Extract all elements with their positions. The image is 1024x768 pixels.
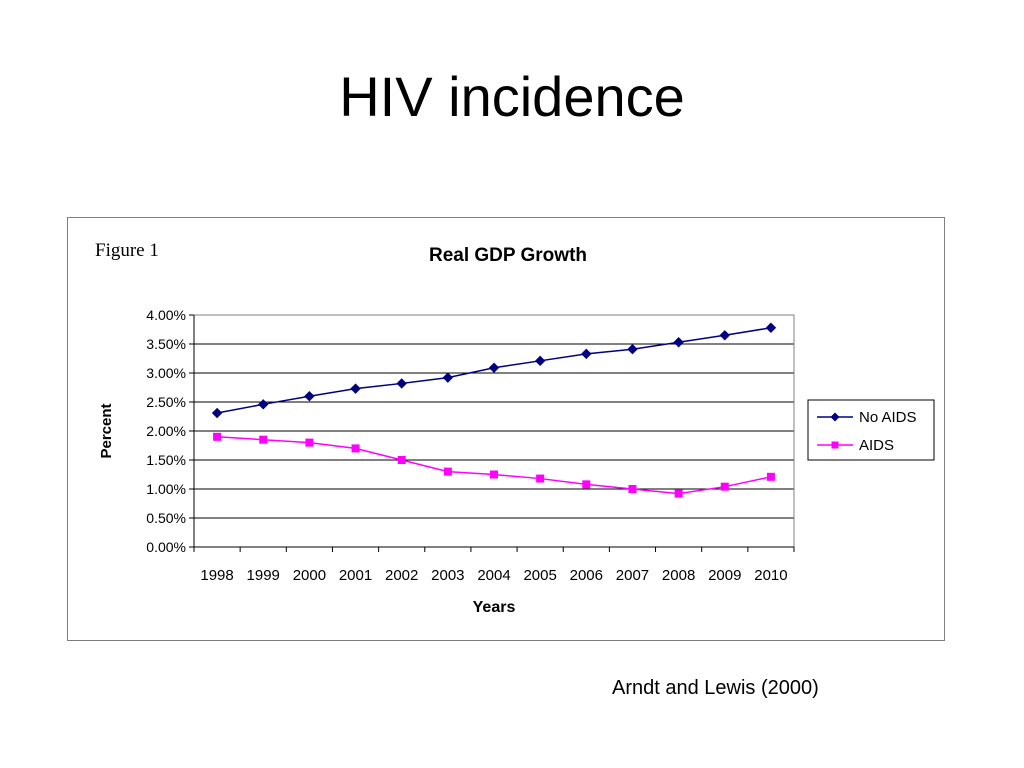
data-point-square bbox=[720, 482, 729, 491]
series-line-aids bbox=[217, 436, 772, 495]
figure-frame: Figure 1 Real GDP Growth Percent Years 0… bbox=[67, 217, 945, 641]
data-point-diamond bbox=[627, 344, 638, 355]
y-axis-label: Percent bbox=[98, 403, 115, 458]
data-point-diamond bbox=[304, 390, 315, 402]
data-point-square bbox=[351, 444, 360, 453]
x-tick-label: 2006 bbox=[570, 567, 603, 584]
x-tick-label: 2005 bbox=[523, 567, 556, 584]
x-tick-label: 2007 bbox=[616, 567, 649, 584]
x-tick-label: 2009 bbox=[708, 567, 741, 584]
data-point-diamond bbox=[350, 383, 361, 394]
data-point-diamond bbox=[581, 348, 592, 360]
legend-label: No AIDS bbox=[859, 409, 917, 426]
slide-title: HIV incidence bbox=[339, 65, 685, 128]
y-tick-label: 3.50% bbox=[146, 336, 186, 352]
y-tick-label: 2.00% bbox=[146, 423, 186, 439]
x-tick-label: 2003 bbox=[431, 567, 464, 584]
data-point-diamond bbox=[211, 407, 223, 419]
legend-label: AIDS bbox=[859, 437, 894, 454]
x-tick-label: 2000 bbox=[293, 567, 326, 584]
data-point-square bbox=[582, 480, 591, 489]
data-point-diamond bbox=[765, 322, 777, 333]
x-tick-label: 2002 bbox=[385, 567, 418, 584]
data-point-square bbox=[766, 472, 775, 481]
data-point-square bbox=[628, 485, 637, 493]
x-tick-label: 2010 bbox=[754, 567, 787, 584]
y-tick-label: 1.50% bbox=[146, 452, 186, 468]
data-point-square bbox=[259, 435, 268, 444]
y-tick-label: 3.00% bbox=[146, 365, 186, 381]
legend-marker-diamond bbox=[830, 412, 840, 422]
y-tick-label: 0.00% bbox=[146, 539, 186, 555]
citation: Arndt and Lewis (2000) bbox=[612, 677, 819, 699]
data-point-square bbox=[674, 489, 683, 498]
x-tick-label: 1998 bbox=[200, 567, 233, 584]
figure-label: Figure 1 bbox=[95, 240, 159, 261]
data-point-square bbox=[397, 456, 406, 464]
x-tick-label: 1999 bbox=[247, 567, 280, 584]
data-point-diamond bbox=[488, 362, 500, 373]
data-point-square bbox=[305, 438, 314, 447]
data-point-diamond bbox=[442, 372, 454, 383]
data-point-square bbox=[490, 470, 498, 479]
data-point-diamond bbox=[258, 399, 269, 410]
gdp-growth-chart: Real GDP Growth Percent Years 0.00% 0.50%… bbox=[98, 245, 935, 616]
data-point-diamond bbox=[719, 330, 730, 341]
x-tick-label: 2008 bbox=[662, 567, 695, 584]
y-tick-label: 0.50% bbox=[146, 510, 186, 526]
chart-title: Real GDP Growth bbox=[429, 245, 587, 266]
y-tick-label: 2.50% bbox=[146, 394, 186, 410]
legend-marker-square bbox=[831, 441, 839, 449]
data-point-square bbox=[443, 467, 452, 476]
legend bbox=[807, 399, 935, 461]
y-tick-label: 4.00% bbox=[146, 307, 186, 323]
data-point-diamond bbox=[396, 378, 407, 389]
data-point-diamond bbox=[673, 337, 684, 348]
x-tick-label: 2001 bbox=[339, 567, 372, 584]
x-tick-label: 2004 bbox=[477, 567, 510, 584]
data-point-diamond bbox=[534, 355, 546, 367]
x-axis-label: Years bbox=[473, 599, 516, 616]
y-tick-label: 1.00% bbox=[146, 481, 186, 497]
data-point-square bbox=[536, 474, 545, 483]
data-point-square bbox=[213, 432, 222, 441]
